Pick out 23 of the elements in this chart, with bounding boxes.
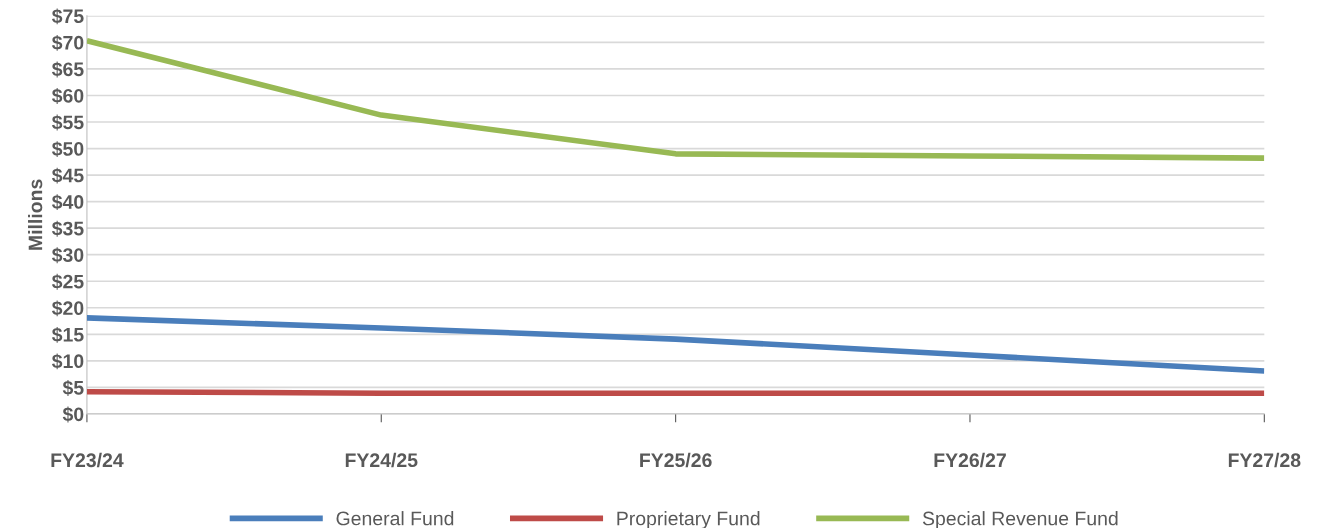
y-tick-label: $5 (62, 380, 84, 396)
y-tick-label: $35 (51, 220, 84, 237)
y-tick-label: $50 (51, 141, 84, 158)
x-tick-label: FY26/27 (934, 452, 1006, 468)
y-tick-label: $20 (51, 300, 84, 317)
y-tick-label: $30 (51, 247, 84, 264)
y-tick-label: $60 (51, 88, 84, 104)
x-tick-label: FY23/24 (51, 452, 124, 468)
y-tick-label: $75 (51, 8, 84, 25)
y-tick-label: $25 (51, 273, 84, 290)
x-tick-label: FY24/25 (345, 452, 418, 468)
legend-label: General Fund (336, 511, 454, 526)
y-tick-label: $15 (51, 326, 84, 343)
y-tick-label: $45 (51, 167, 84, 184)
y-tick-label: $40 (51, 194, 84, 211)
y-axis-title: Millions (28, 179, 43, 250)
y-tick-label: $0 (62, 406, 84, 423)
y-tick-label: $70 (51, 34, 84, 51)
x-tick-label: FY27/28 (1228, 452, 1301, 468)
y-tick-label: $65 (51, 61, 84, 78)
y-tick-label: $10 (51, 353, 84, 370)
x-tick-label: FY25/26 (640, 452, 712, 468)
y-tick-label: $55 (51, 114, 84, 131)
